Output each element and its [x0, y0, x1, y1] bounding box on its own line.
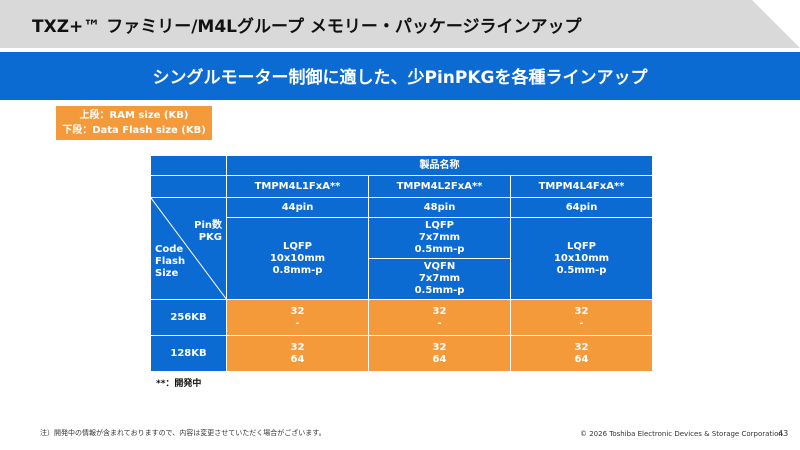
- ram-size: 32: [432, 305, 447, 317]
- data-flash-size: 64: [290, 353, 305, 365]
- package-type: LQFP: [566, 240, 597, 252]
- copyright: © 2026 Toshiba Electronic Devices & Stor…: [580, 430, 783, 438]
- product-name: TMPM4L2FxA**: [368, 175, 511, 198]
- data-flash-size: -: [437, 317, 442, 329]
- development-note: **：開発中: [156, 379, 202, 389]
- memory-cell: 32-: [226, 299, 369, 336]
- size-label: Size: [155, 268, 179, 279]
- package-cell: LQFP 10x10mm 0.5mm-p: [510, 217, 653, 300]
- pin-count: 44pin: [226, 197, 369, 218]
- memory-cell: 32-: [510, 299, 653, 336]
- memory-cell: 32 64: [226, 335, 369, 372]
- pin-count-label: Pin数: [194, 220, 222, 231]
- data-flash-size: 64: [574, 353, 589, 365]
- package-cell: VQFN 7x7mm 0.5mm-p: [368, 258, 511, 300]
- package-type: VQFN: [423, 261, 456, 272]
- memory-cell: 32-: [368, 299, 511, 336]
- ram-size: 32: [290, 341, 305, 353]
- footer-note: 注）開発中の情報が含まれておりますので、内容は変更させていただく場合がございます…: [40, 429, 326, 437]
- ram-size: 32: [290, 305, 305, 317]
- legend-line-ram: 上段：RAM size (KB): [79, 110, 189, 121]
- table-corner-top: [150, 155, 227, 176]
- code-flash-size: 256KB: [150, 299, 227, 336]
- package-type: LQFP: [424, 220, 455, 231]
- page-title: TXZ+™ ファミリー/M4Lグループ メモリー・パッケージラインアップ: [32, 17, 582, 37]
- pin-count: 48pin: [368, 197, 511, 218]
- product-name: TMPM4L1FxA**: [226, 175, 369, 198]
- data-flash-size: -: [295, 317, 300, 329]
- legend-box: 上段：RAM size (KB) 下段：Data Flash size (KB): [56, 106, 212, 140]
- code-label: Code: [155, 244, 184, 255]
- product-name: TMPM4L4FxA**: [510, 175, 653, 198]
- package-cell: LQFP 10x10mm 0.8mm-p: [226, 217, 369, 300]
- package-pitch: 0.5mm-p: [414, 244, 465, 255]
- code-flash-size-label: Code Flash Size: [155, 244, 185, 280]
- code-flash-size: 128KB: [150, 335, 227, 372]
- diagonal-line: [151, 198, 227, 300]
- package-size: 7x7mm: [418, 273, 461, 284]
- pkg-label: PKG: [198, 232, 222, 243]
- package-pitch: 0.5mm-p: [556, 264, 607, 276]
- package-pitch: 0.8mm-p: [272, 264, 323, 276]
- package-type: LQFP: [282, 240, 313, 252]
- memory-cell: 32 64: [368, 335, 511, 372]
- pin-count: 64pin: [510, 197, 653, 218]
- product-header: 製品名称: [226, 155, 653, 176]
- ram-size: 32: [574, 341, 589, 353]
- subtitle-bar: [0, 52, 800, 100]
- lineup-table: 製品名称 TMPM4L1FxA** TMPM4L2FxA** TMPM4L4Fx…: [150, 155, 653, 372]
- title-bar: [0, 0, 800, 48]
- diagonal-header-cell: Pin数 PKG Code Flash Size: [150, 197, 227, 300]
- pin-pkg-label: Pin数 PKG: [194, 220, 222, 244]
- page-subtitle: シングルモーター制御に適した、少PinPKGを各種ラインアップ: [152, 68, 648, 88]
- data-flash-size: 64: [432, 353, 447, 365]
- ram-size: 32: [574, 305, 589, 317]
- memory-cell: 32 64: [510, 335, 653, 372]
- package-size: 10x10mm: [553, 252, 610, 264]
- table-corner-mid: [150, 175, 227, 198]
- package-pitch: 0.5mm-p: [414, 285, 465, 296]
- package-cell: LQFP 7x7mm 0.5mm-p: [368, 217, 511, 259]
- page-number: 43: [778, 429, 789, 438]
- data-flash-size: -: [579, 317, 584, 329]
- flash-label: Flash: [155, 256, 186, 267]
- package-size: 7x7mm: [418, 232, 461, 243]
- legend-line-dataflash: 下段：Data Flash size (KB): [62, 125, 206, 136]
- ram-size: 32: [432, 341, 447, 353]
- package-size: 10x10mm: [269, 252, 326, 264]
- title-bar-corner: [752, 0, 800, 48]
